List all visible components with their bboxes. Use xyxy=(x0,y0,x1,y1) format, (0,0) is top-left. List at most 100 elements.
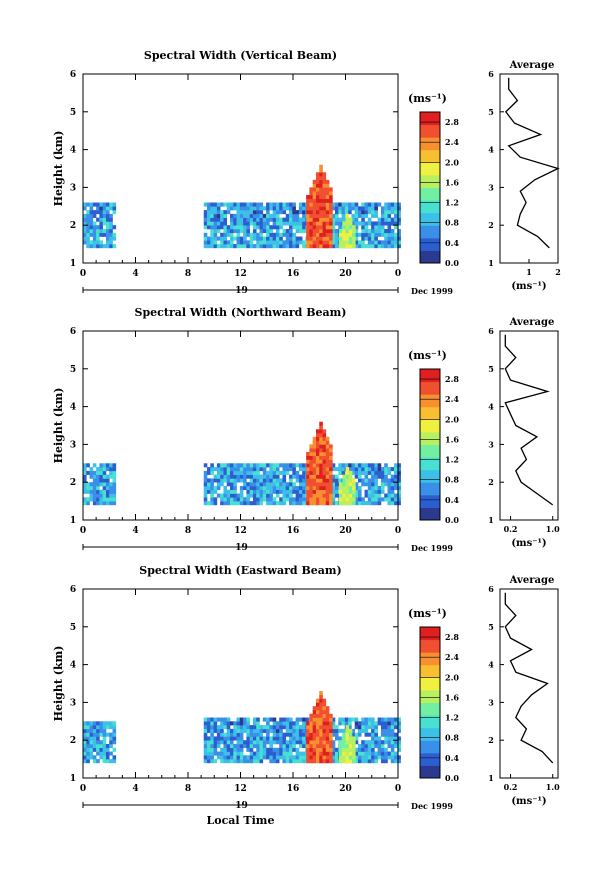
colorbar-swatch xyxy=(420,419,440,433)
heatmap-cell xyxy=(331,217,336,222)
heatmap-cell xyxy=(246,721,250,726)
heatmap-cell xyxy=(269,206,273,211)
heatmap-cell xyxy=(259,489,264,494)
heatmap-cell xyxy=(374,728,378,733)
heatmap-cell xyxy=(282,232,287,237)
heatmap-cell xyxy=(252,759,257,764)
heatmap-cell xyxy=(302,728,306,733)
heatmap-cell xyxy=(331,236,336,241)
average-x-tick-label: 1.0 xyxy=(546,782,560,792)
heatmap-cell xyxy=(96,470,100,475)
heatmap-cell xyxy=(233,721,237,726)
heatmap-cell xyxy=(384,482,388,487)
heatmap-cell xyxy=(220,759,224,764)
heatmap-cell xyxy=(83,497,87,502)
average-x-tick-label: 0.2 xyxy=(504,782,518,792)
heatmap-cell xyxy=(298,751,303,756)
heatmap-cell xyxy=(203,493,208,498)
heatmap-cell xyxy=(315,455,320,460)
heatmap-cell xyxy=(319,436,323,441)
colorbar-tick-label: 2.0 xyxy=(445,672,459,682)
colorbar-tick-label: 1.2 xyxy=(445,455,459,465)
heatmap-cell xyxy=(289,751,293,756)
heatmap-cell xyxy=(315,429,320,434)
heatmap-cell xyxy=(252,202,257,207)
heatmap-cell xyxy=(213,202,218,207)
heatmap-cell xyxy=(109,501,113,506)
heatmap-cell xyxy=(315,725,320,730)
heatmap-cell xyxy=(220,747,224,752)
heatmap-cell xyxy=(249,732,254,737)
heatmap-cell xyxy=(249,740,254,745)
heatmap-cell xyxy=(394,740,398,745)
heatmap-cell xyxy=(319,732,323,737)
heatmap-cell xyxy=(364,728,369,733)
heatmap-cell xyxy=(282,747,287,752)
heatmap-cell xyxy=(374,221,378,226)
heatmap-cell xyxy=(335,755,339,760)
heatmap-cell xyxy=(387,221,392,226)
heatmap-cell xyxy=(371,228,375,234)
heatmap-cell xyxy=(384,736,388,741)
heatmap-cell xyxy=(99,474,103,479)
heatmap-cell xyxy=(292,501,296,506)
heatmap-cell xyxy=(367,228,372,234)
heatmap-cell xyxy=(210,467,214,472)
heatmap-cell xyxy=(259,755,264,760)
heatmap-cell xyxy=(352,736,356,741)
heatmap-cell xyxy=(312,183,317,188)
heatmap-cell xyxy=(105,240,110,245)
heatmap-cell xyxy=(210,489,214,494)
heatmap-cell xyxy=(322,448,327,453)
heatmap-cell xyxy=(226,740,231,745)
heatmap-cell xyxy=(292,206,296,211)
heatmap-cell xyxy=(329,217,333,222)
heatmap-cell xyxy=(282,493,287,498)
heatmap-cell xyxy=(269,232,273,237)
heatmap-cell xyxy=(112,467,117,472)
heatmap-cell xyxy=(354,225,359,230)
heatmap-cell xyxy=(298,728,303,733)
heatmap-cell xyxy=(298,463,303,468)
heatmap-cell xyxy=(239,493,244,498)
heatmap-cell xyxy=(252,725,257,730)
heatmap-cell xyxy=(239,202,244,207)
colorbar-swatch xyxy=(420,225,440,239)
heatmap-cell xyxy=(357,474,362,479)
heatmap-cell xyxy=(109,213,113,218)
heatmap-cell xyxy=(275,501,280,506)
heatmap-cell xyxy=(322,444,327,449)
heatmap-cell xyxy=(83,206,87,211)
heatmap-cell xyxy=(341,206,346,211)
heatmap-cell xyxy=(89,202,94,207)
heatmap-cell xyxy=(266,463,270,468)
heatmap-cell xyxy=(387,493,392,498)
heatmap-cell xyxy=(390,485,395,491)
heatmap-cell xyxy=(226,501,231,506)
heatmap-cell xyxy=(289,747,293,752)
heatmap-cell xyxy=(279,497,283,502)
heatmap-cell xyxy=(306,194,310,200)
heatmap-cell xyxy=(216,493,221,498)
heatmap-cell xyxy=(246,240,250,245)
heatmap-cell xyxy=(312,740,317,745)
heatmap-cell xyxy=(83,747,87,752)
heatmap-cell xyxy=(367,497,372,502)
heatmap-cell xyxy=(226,743,231,749)
heatmap-cell xyxy=(213,217,218,222)
heatmap-cell xyxy=(236,493,241,498)
heatmap-cell xyxy=(266,202,270,207)
x-tick-label: 12 xyxy=(234,269,247,279)
heatmap-cell xyxy=(105,206,110,211)
heatmap-cell xyxy=(207,717,211,722)
heatmap-cells xyxy=(83,421,401,506)
heatmap-cell xyxy=(269,240,273,245)
heatmap-cell xyxy=(325,232,330,237)
average-x-label: (ms⁻¹) xyxy=(511,281,546,292)
heatmap-cell xyxy=(246,213,250,218)
heatmap-cell xyxy=(89,221,94,226)
heatmap-cell xyxy=(357,497,362,502)
heatmap-cell xyxy=(105,493,110,498)
heatmap-cell xyxy=(226,721,231,726)
heatmap-cell xyxy=(354,228,359,234)
